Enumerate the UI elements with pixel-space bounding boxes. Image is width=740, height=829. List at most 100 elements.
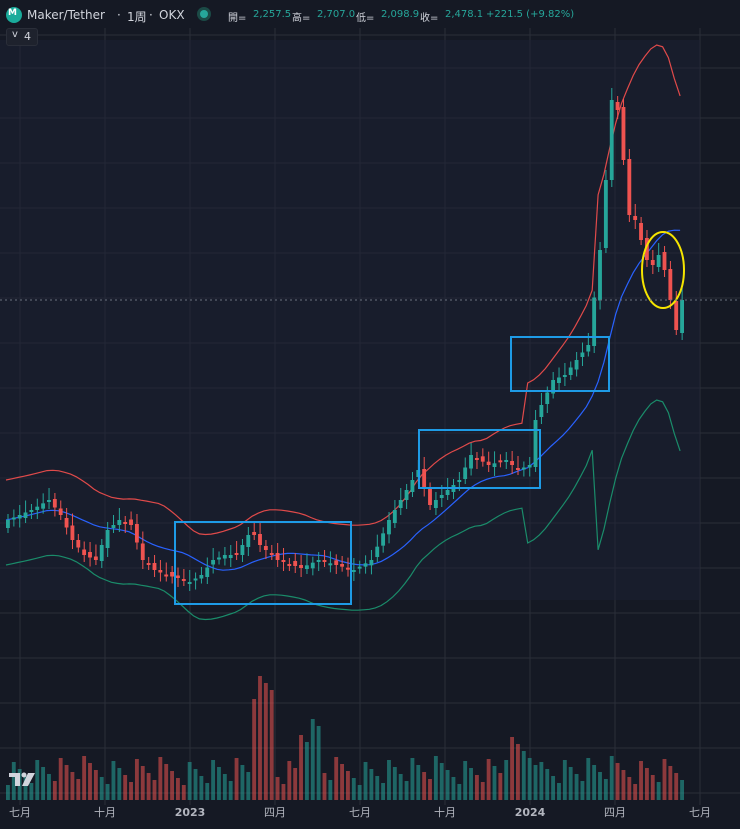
candlesticks[interactable] — [6, 88, 684, 591]
volume-bar — [603, 779, 608, 800]
candle-body — [82, 549, 87, 555]
candle-body — [70, 525, 75, 540]
candle-body — [240, 545, 245, 555]
volume-bar — [498, 773, 503, 800]
volume-bar — [633, 784, 638, 800]
annotation-ellipse — [641, 231, 685, 309]
volume-bar — [146, 773, 151, 800]
volume-bar — [527, 758, 532, 800]
volume-bar — [346, 771, 350, 800]
volume-bar — [521, 751, 526, 800]
annotation-box — [510, 336, 610, 392]
tradingview-logo-icon — [9, 772, 35, 786]
candle-body — [392, 510, 397, 523]
ohlc-high-label: 高= — [292, 13, 311, 24]
candle-body — [176, 575, 180, 578]
volume-bars — [6, 676, 684, 800]
volume-bar — [357, 785, 362, 800]
candle-body — [457, 480, 462, 482]
x-tick-label: 2023 — [175, 806, 206, 819]
candle-body — [158, 570, 163, 573]
candle-body — [398, 500, 403, 508]
volume-bar — [439, 763, 444, 800]
bollinger-upper-line — [5, 44, 681, 536]
drawing-annotations[interactable] — [174, 231, 685, 605]
candle-body — [328, 563, 333, 566]
volume-bar — [164, 764, 169, 800]
candle-body — [498, 460, 503, 463]
volume-bar — [134, 759, 139, 800]
volume-bar — [422, 772, 427, 800]
candle-body — [41, 503, 46, 509]
ohlc-low: 2,098.9 — [381, 9, 420, 20]
candle-body — [609, 100, 614, 180]
candle-body — [486, 461, 491, 465]
candle-body — [580, 352, 585, 357]
volume-bar — [99, 777, 104, 800]
candle-body — [35, 506, 40, 510]
volume-bar — [504, 760, 509, 800]
candle-body — [369, 560, 374, 566]
candle-body — [627, 159, 632, 215]
candle-body — [422, 469, 427, 488]
candle-body — [621, 107, 626, 160]
x-tick-label: 七月 — [9, 806, 31, 819]
candle-body — [252, 532, 257, 535]
volume-bar — [234, 758, 239, 800]
volume-bar — [533, 765, 538, 800]
ohlc-low-label: 低= — [356, 13, 375, 24]
candle-body — [516, 468, 520, 470]
candle-body — [76, 540, 81, 548]
x-tick-label: 十月 — [94, 805, 116, 819]
candle-body — [469, 455, 473, 469]
candle-body — [123, 522, 128, 524]
candle-body — [346, 567, 350, 570]
candle-body — [404, 490, 409, 500]
volume-bar — [539, 762, 544, 800]
market-status-icon — [200, 10, 208, 18]
volume-bar — [158, 757, 163, 800]
volume-bar — [656, 782, 661, 800]
candle-body — [281, 560, 286, 562]
volume-bar — [82, 756, 87, 800]
volume-bar — [492, 766, 497, 800]
volume-bar — [47, 774, 51, 800]
volume-bar — [615, 763, 620, 800]
candle-body — [199, 575, 204, 579]
candle-body — [117, 520, 122, 525]
candle-body — [129, 519, 133, 525]
candle-body — [504, 460, 509, 462]
candle-body — [88, 552, 92, 558]
candle-body — [205, 567, 210, 577]
candle-body — [375, 546, 380, 557]
volume-bar — [510, 737, 514, 800]
symbol-name[interactable]: Maker/Tether — [27, 8, 105, 22]
volume-bar — [322, 773, 327, 800]
candle-body — [533, 420, 538, 467]
candle-body — [557, 377, 561, 383]
x-tick-label: 七月 — [689, 806, 711, 819]
volume-bar — [469, 768, 473, 800]
candle-body — [11, 517, 16, 520]
candle-body — [428, 488, 432, 505]
candle-body — [23, 512, 28, 518]
candle-body — [351, 570, 356, 572]
volume-bar — [293, 768, 298, 800]
volume-bar — [562, 760, 567, 800]
volume-bar — [557, 783, 561, 800]
x-tick-label: 2024 — [515, 806, 546, 819]
volume-bar — [129, 782, 133, 800]
exchange-label[interactable]: OKX — [159, 8, 185, 22]
volume-bar — [170, 771, 174, 800]
candle-body — [527, 465, 532, 468]
candle-body — [568, 367, 573, 375]
volume-bar — [662, 759, 667, 800]
candle-body — [510, 461, 514, 465]
candle-body — [287, 564, 292, 566]
bollinger-bands — [5, 44, 681, 621]
interval-label[interactable]: 1周 — [127, 10, 147, 24]
volume-bar — [592, 765, 597, 800]
maker-logo-icon: M — [6, 7, 22, 23]
indicators-toggle-button[interactable]: v 4 — [6, 28, 38, 46]
